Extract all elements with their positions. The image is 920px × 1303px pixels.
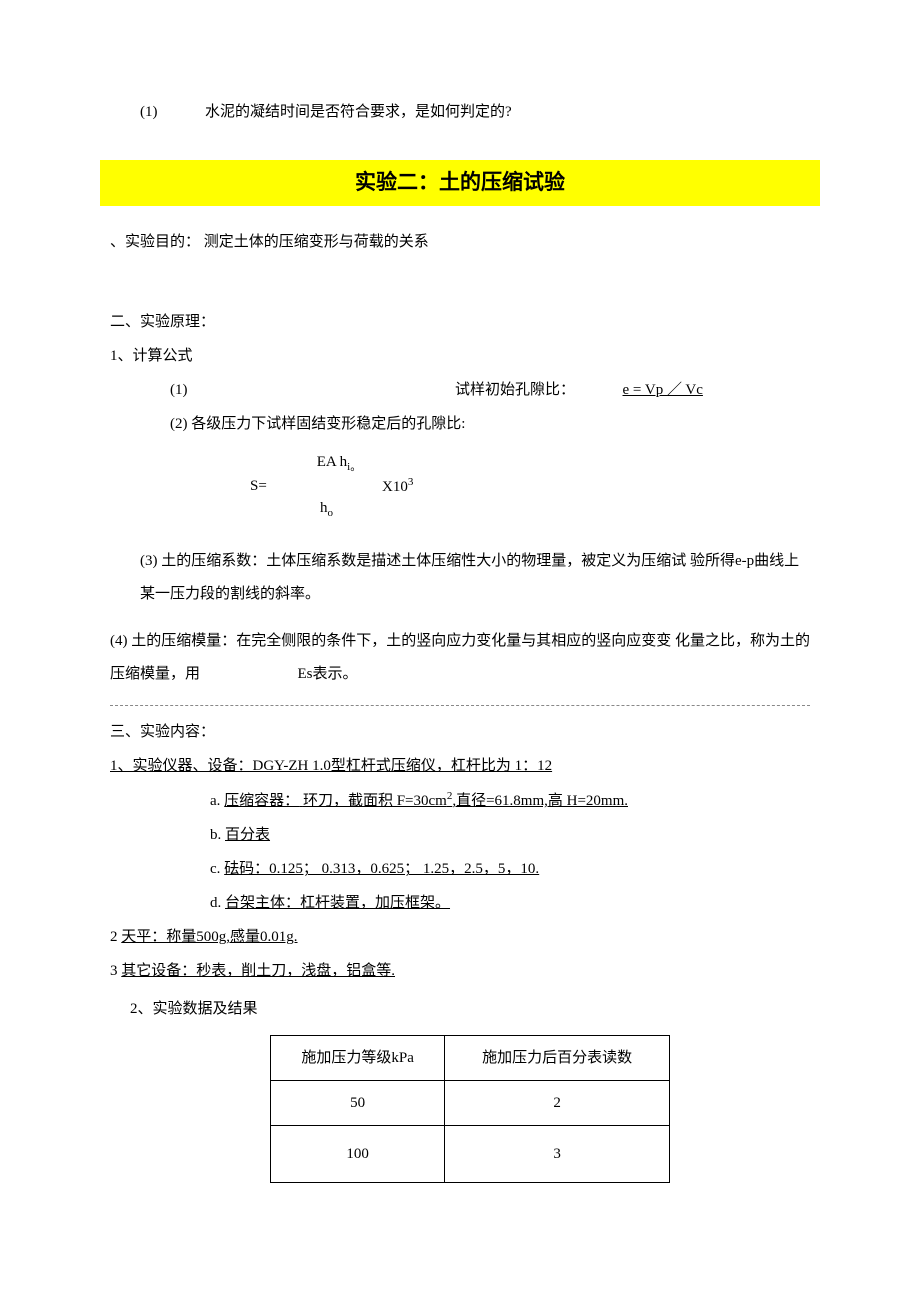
data-result-heading: 2、实验数据及结果 <box>110 997 810 1021</box>
item-b-key: b. <box>210 827 221 843</box>
fraction-numerator: EA hi。 <box>296 452 382 475</box>
table-header-pressure: 施加压力等级kPa <box>271 1036 445 1081</box>
spacer <box>110 280 810 310</box>
fraction-formula: EA hi。 S= X103 ho <box>110 452 810 522</box>
section-purpose-text: 测定土体的压缩变形与荷载的关系 <box>204 234 429 250</box>
item-b: b. 百分表 <box>110 823 810 847</box>
item-a-key: a. <box>210 793 220 809</box>
question-line: (1) 水泥的凝结时间是否符合要求，是如何判定的? <box>110 100 810 124</box>
question-text: 水泥的凝结时间是否符合要求，是如何判定的? <box>205 104 512 120</box>
fraction-bottom: ho <box>250 498 810 521</box>
item-c-text: 砝码：0.125； 0.313，0.625； 1.25，2.5，5，10. <box>224 861 539 877</box>
frac-mult: X103 <box>382 475 413 498</box>
item-a-t2: 环刀，截面积 F=30cm <box>303 793 447 809</box>
table-row: 50 2 <box>271 1081 670 1126</box>
item-c: c. 砝码：0.125； 0.313，0.625； 1.25，2.5，5，10. <box>110 857 810 881</box>
divider-dashed <box>110 705 810 706</box>
formula-4-text-a: (4) 土的压缩模量：在完全侧限的条件下，土的竖向应力变化量与其相应的竖向应变变… <box>110 633 810 682</box>
formula-1-num: (1) <box>170 382 188 398</box>
item-3-text: 其它设备：秒表，削土刀，浅盘，铝盒等. <box>121 963 395 979</box>
formula-2: (2) 各级压力下试样固结变形稳定后的孔隙比: <box>110 412 810 436</box>
document-page: (1) 水泥的凝结时间是否符合要求，是如何判定的? 实验二：土的压缩试验 、实验… <box>0 0 920 1243</box>
item-b-text: 百分表 <box>225 827 270 843</box>
frac-mult-base: X10 <box>382 479 408 495</box>
subheading-formulas: 1、计算公式 <box>110 344 810 368</box>
item-a-t3: ,直径=61.8mm,高 H=20mm. <box>452 793 628 809</box>
frac-mult-exp: 3 <box>408 476 414 488</box>
table-header-row: 施加压力等级kPa 施加压力后百分表读数 <box>271 1036 670 1081</box>
experiment-title: 实验二：土的压缩试验 <box>100 160 820 206</box>
item-a-text: 压缩容器： 环刀，截面积 F=30cm2,直径=61.8mm,高 H=20mm. <box>224 793 628 809</box>
formula-1-label: 试样初始孔隙比： <box>455 382 575 398</box>
formula-1: (1) 试样初始孔隙比： e = Vp ／ Vc <box>110 378 810 402</box>
item-a-t1: 压缩容器： <box>224 793 299 809</box>
item-3: 3 其它设备：秒表，削土刀，浅盘，铝盒等. <box>110 959 810 983</box>
frac-top-sub: i。 <box>347 461 361 473</box>
fraction-top: EA hi。 <box>250 452 810 475</box>
cell-reading: 3 <box>445 1126 670 1183</box>
formula-4: (4) 土的压缩模量：在完全侧限的条件下，土的竖向应力变化量与其相应的竖向应变变… <box>110 625 810 691</box>
question-number: (1) <box>140 104 158 120</box>
instrument-text: 1、实验仪器、设备：DGY-ZH 1.0型杠杆式压缩仪，杠杆比为 1：12 <box>110 758 552 774</box>
formula-4-text-b: Es表示。 <box>298 666 358 682</box>
section-purpose: 、实验目的： 测定土体的压缩变形与荷载的关系 <box>110 230 810 254</box>
data-table: 施加压力等级kPa 施加压力后百分表读数 50 2 100 3 <box>270 1035 670 1183</box>
cell-reading: 2 <box>445 1081 670 1126</box>
frac-top-prefix: EA <box>317 454 336 470</box>
section-purpose-heading: 、实验目的： <box>110 234 200 250</box>
section-principle-heading: 二、实验原理： <box>110 310 810 334</box>
frac-bot-sub: o <box>328 507 334 519</box>
item-3-key: 3 <box>110 963 118 979</box>
table-header-reading: 施加压力后百分表读数 <box>445 1036 670 1081</box>
fraction-denominator: ho <box>296 498 406 521</box>
cell-pressure: 100 <box>271 1126 445 1183</box>
formula-1-expr: e = Vp ／ Vc <box>623 382 703 398</box>
item-2-text: 天平：称量500g,感量0.01g. <box>121 929 297 945</box>
item-2-key: 2 <box>110 929 118 945</box>
item-d-text: 台架主体：杠杆装置，加压框架。 <box>225 895 450 911</box>
section-content-heading: 三、实验内容： <box>110 720 810 744</box>
item-d-key: d. <box>210 895 221 911</box>
formula-3-text: (3) 土的压缩系数：土体压缩系数是描述土体压缩性大小的物理量，被定义为压缩试 … <box>110 545 810 611</box>
frac-eq: S= <box>250 476 296 497</box>
item-d: d. 台架主体：杠杆装置，加压框架。 <box>110 891 810 915</box>
instrument-line: 1、实验仪器、设备：DGY-ZH 1.0型杠杆式压缩仪，杠杆比为 1：12 <box>110 754 810 778</box>
frac-bot-var: h <box>320 500 328 516</box>
cell-pressure: 50 <box>271 1081 445 1126</box>
item-c-key: c. <box>210 861 220 877</box>
item-2: 2 天平：称量500g,感量0.01g. <box>110 925 810 949</box>
table-row: 100 3 <box>271 1126 670 1183</box>
fraction-middle: S= X103 <box>250 475 810 498</box>
formula-2-num: (2) <box>170 416 188 432</box>
item-a: a. 压缩容器： 环刀，截面积 F=30cm2,直径=61.8mm,高 H=20… <box>110 788 810 813</box>
formula-2-text: 各级压力下试样固结变形稳定后的孔隙比: <box>191 416 465 432</box>
